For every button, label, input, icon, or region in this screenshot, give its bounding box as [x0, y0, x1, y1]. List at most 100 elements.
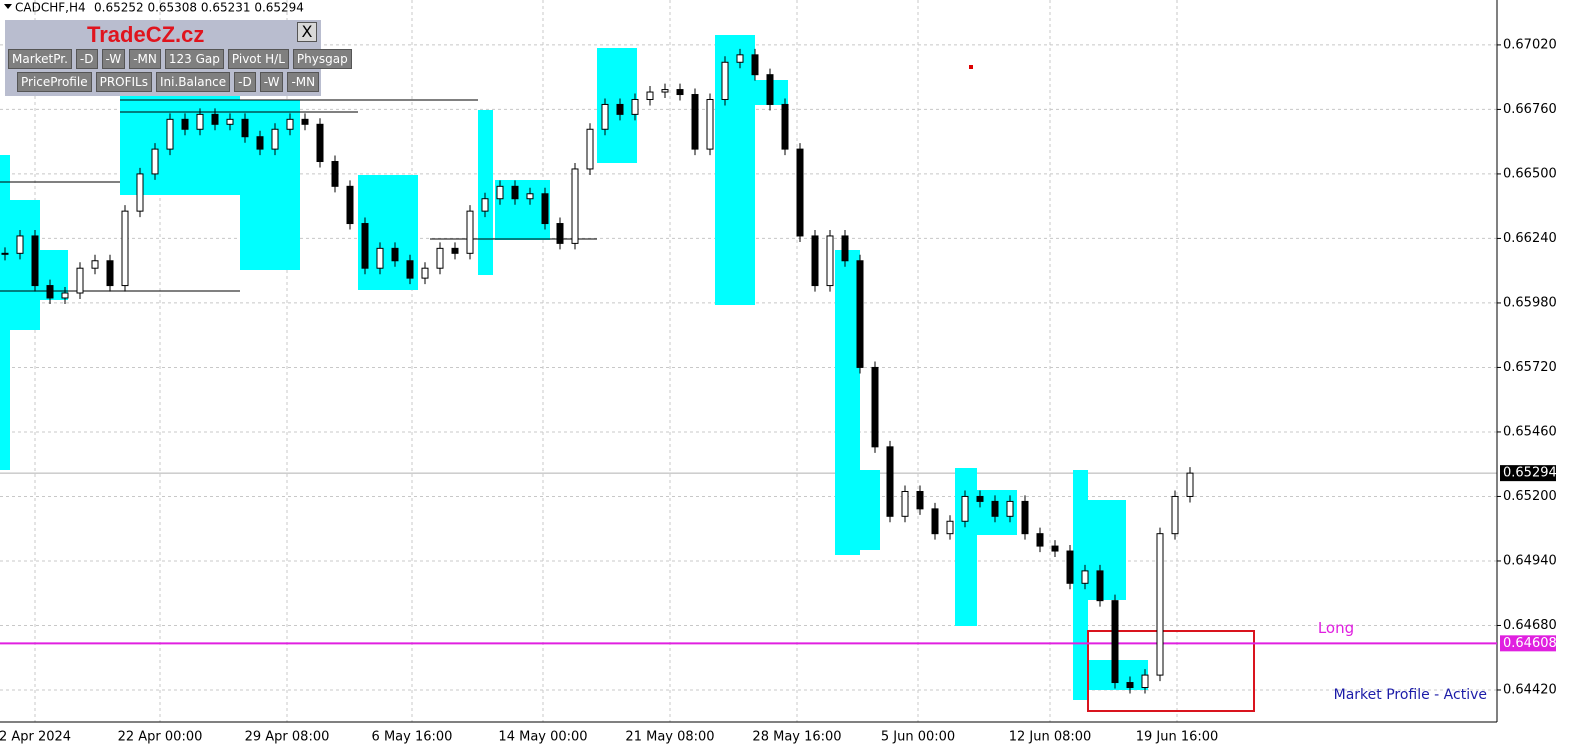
- candle: [601, 103, 609, 130]
- profile: [860, 470, 880, 550]
- toolbar-button[interactable]: MarketPr.: [8, 49, 72, 69]
- toolbar-button[interactable]: -D: [75, 49, 98, 69]
- candle: [871, 366, 879, 448]
- candle: [571, 168, 579, 244]
- candle: [391, 247, 399, 262]
- candle: [256, 136, 264, 150]
- candle: [841, 235, 849, 262]
- button-row: MarketPr. -D -W -MN 123 Gap Pivot H/L Physgap: [8, 49, 352, 69]
- toolbar-button[interactable]: Physgap: [292, 49, 352, 69]
- symbol: CADCHF,H4: [15, 1, 86, 15]
- candle: [196, 113, 204, 130]
- candle: [346, 185, 354, 225]
- x-tick-label: 21 May 08:00: [625, 730, 714, 745]
- y-tick-label: 0.65200: [1503, 489, 1557, 504]
- candle: [646, 91, 654, 100]
- x-tick-label: 29 Apr 08:00: [245, 730, 330, 745]
- candle: [271, 128, 279, 150]
- candle: [856, 260, 864, 368]
- candle: [31, 235, 39, 287]
- candle: [1036, 533, 1044, 547]
- candle: [496, 185, 504, 200]
- candle: [781, 103, 789, 150]
- candle: [436, 247, 444, 269]
- toolbar-button[interactable]: Pivot H/L: [227, 49, 289, 69]
- profile: [955, 468, 977, 626]
- profile: [495, 180, 550, 240]
- candle: [1051, 545, 1059, 552]
- candle: [211, 113, 219, 125]
- profile: [715, 35, 755, 305]
- candle: [1156, 533, 1164, 676]
- candle: [106, 260, 114, 287]
- status: Market Profile - Active: [1334, 687, 1487, 703]
- long-label-box: [1500, 635, 1556, 652]
- candle: [991, 500, 999, 517]
- toolbar-button[interactable]: -MN: [287, 72, 320, 92]
- candle: [61, 292, 69, 299]
- candle: [76, 267, 84, 294]
- candle: [226, 118, 234, 125]
- toolbar-button[interactable]: PROFILs: [95, 72, 152, 92]
- candle: [1066, 550, 1074, 584]
- candle: [241, 118, 249, 138]
- candle: [91, 260, 99, 269]
- candle: [331, 161, 339, 187]
- candle: [1186, 472, 1194, 497]
- candle: [1126, 682, 1134, 688]
- symbol-arrow: [4, 4, 12, 9]
- x-tick-label: 2 Apr 2024: [0, 730, 71, 745]
- y-tick-label: 0.66500: [1503, 166, 1557, 181]
- candle: [1081, 570, 1089, 584]
- candle: [481, 198, 489, 212]
- close-button[interactable]: X: [297, 22, 317, 42]
- x-tick-label: 28 May 16:00: [752, 730, 841, 745]
- y-tick-label: 0.66760: [1503, 102, 1557, 117]
- candle: [931, 508, 939, 535]
- profile: [1073, 470, 1088, 700]
- candle: [706, 98, 714, 150]
- x-tick-label: 14 May 00:00: [498, 730, 587, 745]
- toolbar-button[interactable]: -W: [101, 49, 126, 69]
- candle: [586, 128, 594, 170]
- candle: [631, 98, 639, 115]
- long-price: 0.64608: [1503, 636, 1557, 651]
- candle: [526, 193, 534, 200]
- candle: [766, 74, 774, 105]
- profile: [478, 110, 493, 275]
- candle: [136, 173, 144, 212]
- toolbar-button[interactable]: -MN: [129, 49, 161, 69]
- y-tick-label: 0.65980: [1503, 295, 1557, 310]
- candle: [151, 148, 159, 175]
- candle: [1006, 500, 1014, 517]
- candle: [736, 54, 744, 63]
- candle: [796, 148, 804, 237]
- candle: [811, 235, 819, 287]
- x-tick-label: 19 Jun 16:00: [1136, 730, 1219, 745]
- candle: [166, 118, 174, 150]
- candle: [361, 223, 369, 269]
- level-lines: [0, 99, 597, 292]
- candle: [1171, 495, 1179, 535]
- toolbar-button[interactable]: -D: [234, 72, 256, 92]
- profile: [1088, 500, 1126, 600]
- candle: [16, 235, 24, 254]
- candle: [301, 118, 309, 125]
- brand: TradeCZ.cz: [87, 22, 205, 47]
- toolbar-button[interactable]: 123 Gap: [164, 49, 224, 69]
- candle: [661, 89, 669, 93]
- toolbar: TradeCZ.cz X MarketPr. -D -W -MN 123 Gap Pivo…: [5, 20, 352, 96]
- toolbar-button[interactable]: PriceProfile: [17, 72, 92, 92]
- candle: [466, 210, 474, 254]
- y-tick-label: 0.65720: [1503, 360, 1557, 375]
- toolbar-button[interactable]: -W: [259, 72, 284, 92]
- x-tick-label: 5 Jun 00:00: [881, 730, 955, 745]
- candle: [976, 495, 984, 502]
- marker: [969, 65, 973, 69]
- candle: [616, 103, 624, 115]
- candle: [826, 235, 834, 287]
- y-tick-label: 0.64420: [1503, 682, 1557, 697]
- candle: [691, 94, 699, 150]
- toolbar-button[interactable]: Ini.Balance: [156, 72, 231, 92]
